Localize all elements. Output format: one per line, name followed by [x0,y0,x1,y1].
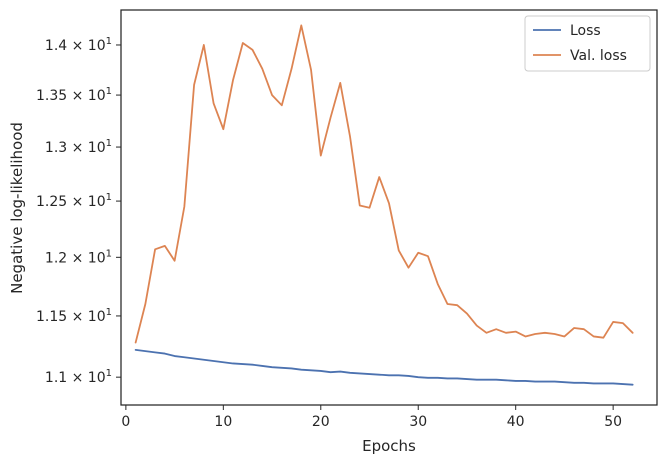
y-axis-label: Negative log-likelihood [8,122,26,294]
series-layer [134,24,634,386]
x-tick-label: 50 [604,414,622,430]
y-tick-label: 1.4 × 101 [45,36,112,54]
y-axis: 1.1 × 101 1.15 × 101 1.2 × 101 1.25 × 101 1.… [36,36,121,386]
series-line-loss [134,348,634,386]
y-tick-label: 1.35 × 101 [36,86,112,104]
legend: Loss Val. loss [524,15,651,72]
x-tick-label: 20 [312,414,330,430]
y-tick-label: 1.3 × 101 [45,138,112,156]
legend-label-val-loss: Val. loss [570,48,627,64]
y-tick-label: 1.15 × 101 [36,307,112,325]
x-axis: 0 10 20 30 40 50 [121,405,622,430]
x-tick-label: 30 [409,414,427,430]
x-tick-label: 0 [121,414,130,430]
x-tick-label: 10 [214,414,232,430]
legend-label-loss: Loss [570,23,601,39]
x-tick-label: 40 [507,414,525,430]
y-tick-label: 1.2 × 101 [45,248,112,266]
series-line-val-loss [134,24,634,344]
y-tick-label: 1.1 × 101 [45,368,112,386]
y-tick-label: 1.25 × 101 [36,192,112,210]
plot-frame [120,9,658,406]
x-axis-label: Epochs [362,437,416,455]
